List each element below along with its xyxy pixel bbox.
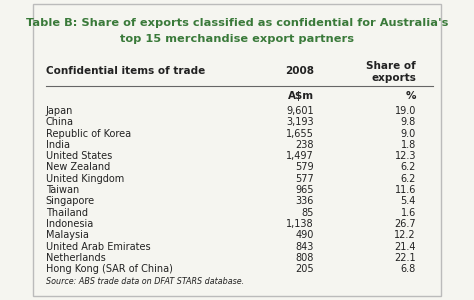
Text: United States: United States <box>46 151 112 161</box>
Text: 22.1: 22.1 <box>394 253 416 263</box>
Text: 2008: 2008 <box>285 66 314 76</box>
Text: Table B: Share of exports classified as confidential for Australia's: Table B: Share of exports classified as … <box>26 18 448 28</box>
Text: Republic of Korea: Republic of Korea <box>46 129 131 139</box>
Text: India: India <box>46 140 70 150</box>
Text: 238: 238 <box>295 140 314 150</box>
Text: Japan: Japan <box>46 106 73 116</box>
Text: New Zealand: New Zealand <box>46 163 110 172</box>
Text: Hong Kong (SAR of China): Hong Kong (SAR of China) <box>46 264 173 274</box>
Text: 21.4: 21.4 <box>394 242 416 251</box>
Text: Singapore: Singapore <box>46 196 95 206</box>
Text: 808: 808 <box>296 253 314 263</box>
Text: Taiwan: Taiwan <box>46 185 79 195</box>
Text: Source: ABS trade data on DFAT STARS database.: Source: ABS trade data on DFAT STARS dat… <box>46 277 244 286</box>
Text: 26.7: 26.7 <box>394 219 416 229</box>
Text: 85: 85 <box>301 208 314 218</box>
Text: 205: 205 <box>295 264 314 274</box>
Text: United Arab Emirates: United Arab Emirates <box>46 242 150 251</box>
Text: 843: 843 <box>296 242 314 251</box>
Text: 12.2: 12.2 <box>394 230 416 240</box>
Text: 6.2: 6.2 <box>401 163 416 172</box>
Text: Netherlands: Netherlands <box>46 253 105 263</box>
Text: 1,497: 1,497 <box>286 151 314 161</box>
Text: 490: 490 <box>296 230 314 240</box>
Text: top 15 merchandise export partners: top 15 merchandise export partners <box>120 34 354 44</box>
Text: 3,193: 3,193 <box>286 117 314 127</box>
Text: 6.2: 6.2 <box>401 174 416 184</box>
Text: United Kingdom: United Kingdom <box>46 174 124 184</box>
Text: 579: 579 <box>295 163 314 172</box>
Text: 1,138: 1,138 <box>286 219 314 229</box>
Text: 11.6: 11.6 <box>394 185 416 195</box>
Text: 9,601: 9,601 <box>286 106 314 116</box>
Text: 1.8: 1.8 <box>401 140 416 150</box>
Text: China: China <box>46 117 73 127</box>
Text: 6.8: 6.8 <box>401 264 416 274</box>
Text: 19.0: 19.0 <box>394 106 416 116</box>
Text: 965: 965 <box>295 185 314 195</box>
Text: 9.0: 9.0 <box>401 129 416 139</box>
Text: 5.4: 5.4 <box>401 196 416 206</box>
Text: 577: 577 <box>295 174 314 184</box>
Text: A$m: A$m <box>288 91 314 100</box>
FancyBboxPatch shape <box>33 4 441 296</box>
Text: 1.6: 1.6 <box>401 208 416 218</box>
Text: 336: 336 <box>296 196 314 206</box>
Text: Confidential items of trade: Confidential items of trade <box>46 66 205 76</box>
Text: Malaysia: Malaysia <box>46 230 89 240</box>
Text: 1,655: 1,655 <box>286 129 314 139</box>
Text: Share of
exports: Share of exports <box>366 61 416 83</box>
Text: 9.8: 9.8 <box>401 117 416 127</box>
Text: %: % <box>405 91 416 100</box>
Text: Thailand: Thailand <box>46 208 88 218</box>
Text: 12.3: 12.3 <box>394 151 416 161</box>
Text: Indonesia: Indonesia <box>46 219 93 229</box>
